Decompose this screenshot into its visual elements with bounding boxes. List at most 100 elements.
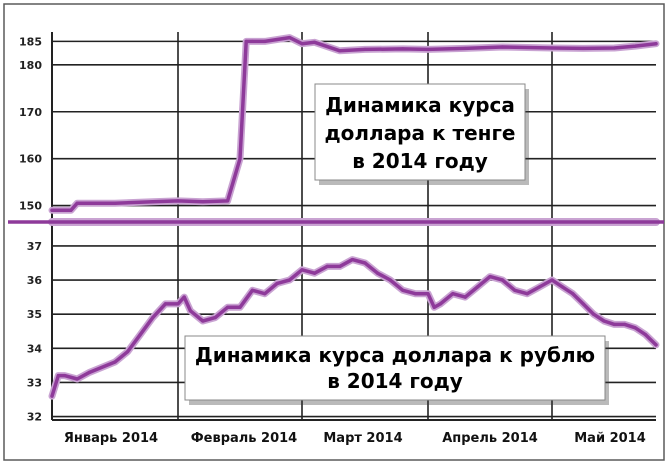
data-point: [338, 264, 342, 268]
data-point: [151, 316, 155, 320]
y-tick-label: 33: [27, 376, 42, 389]
data-point: [500, 45, 504, 49]
data-point: [88, 370, 92, 374]
kzt-chart-title-line: доллара к тенге: [325, 121, 516, 145]
y-tick-label: 32: [27, 411, 42, 424]
data-point: [163, 302, 167, 306]
data-point: [69, 208, 73, 212]
data-point: [426, 47, 430, 52]
data-point: [75, 377, 79, 381]
y-tick-label: 160: [19, 153, 42, 166]
data-point: [654, 42, 658, 46]
data-point: [50, 208, 54, 212]
data-point: [325, 264, 329, 268]
data-point: [201, 319, 205, 323]
data-point: [644, 333, 648, 337]
data-point: [300, 42, 304, 46]
data-point: [350, 258, 354, 262]
data-point: [388, 278, 392, 282]
data-point: [538, 285, 542, 289]
data-point: [413, 292, 417, 296]
data-point: [263, 292, 267, 296]
data-point: [571, 292, 575, 296]
data-point: [363, 261, 367, 265]
data-point: [612, 322, 617, 326]
data-point: [451, 292, 455, 296]
data-point: [75, 201, 79, 205]
data-point: [363, 47, 367, 52]
data-point: [426, 292, 430, 296]
data-point: [550, 278, 554, 282]
data-point: [238, 305, 242, 309]
kzt-chart-title-box: [314, 83, 526, 181]
kzt-chart-title-line: в 2014 году: [352, 149, 488, 173]
data-point: [138, 333, 142, 337]
data-point: [463, 295, 467, 299]
data-point: [113, 360, 117, 364]
data-point: [126, 350, 130, 354]
x-tick-label: Март 2014: [323, 431, 402, 446]
rub-chart-title-line: в 2014 году: [327, 369, 463, 393]
data-point: [476, 285, 480, 289]
data-point: [88, 201, 92, 205]
data-point: [244, 39, 248, 44]
data-point: [113, 201, 117, 205]
y-tick-label: 170: [19, 106, 42, 119]
data-point: [401, 288, 405, 292]
y-tick-label: 150: [19, 200, 42, 213]
data-point: [581, 302, 585, 306]
rub-chart-title-line: Динамика курса доллара к рублю: [195, 343, 595, 367]
data-point: [288, 36, 292, 40]
data-point: [250, 288, 254, 292]
data-point: [50, 394, 54, 398]
data-point: [633, 44, 637, 48]
data-point: [226, 199, 230, 203]
y-tick-label: 180: [19, 59, 42, 72]
data-point: [438, 302, 442, 306]
y-tick-label: 36: [27, 274, 43, 287]
y-tick-label: 34: [27, 342, 43, 355]
y-tick-label: 37: [27, 240, 42, 253]
data-point: [151, 200, 155, 204]
data-point: [313, 40, 317, 44]
data-point: [612, 46, 617, 50]
x-tick-label: Февраль 2014: [191, 431, 297, 446]
data-point: [176, 199, 180, 203]
data-point: [213, 316, 217, 320]
data-point: [226, 305, 230, 309]
data-point: [623, 322, 627, 326]
data-point: [488, 275, 492, 279]
data-point: [654, 343, 658, 347]
y-tick-label: 185: [19, 35, 42, 48]
figure-frame: [3, 3, 665, 461]
data-point: [463, 46, 467, 51]
data-point: [550, 46, 554, 50]
data-point: [500, 278, 504, 282]
data-point: [56, 374, 60, 378]
data-point: [602, 319, 606, 323]
x-tick-label: Май 2014: [574, 431, 646, 446]
data-point: [592, 312, 596, 316]
data-point: [313, 271, 317, 275]
data-point: [525, 292, 529, 296]
data-point: [176, 302, 180, 306]
data-point: [250, 39, 254, 44]
data-point: [201, 200, 205, 204]
data-point: [188, 309, 192, 313]
x-tick-label: Январь 2014: [64, 431, 158, 446]
x-tick-label: Апрель 2014: [442, 431, 538, 446]
data-point: [401, 47, 405, 51]
kzt-chart-title-line: Динамика курса: [325, 93, 515, 117]
data-point: [300, 268, 304, 272]
data-point: [182, 295, 186, 299]
data-point: [338, 49, 342, 53]
data-point: [275, 281, 279, 285]
data-point: [63, 374, 67, 378]
y-tick-label: 35: [27, 308, 42, 321]
data-point: [633, 326, 637, 330]
data-point: [238, 157, 242, 161]
data-point: [560, 285, 565, 289]
data-point: [263, 39, 267, 44]
data-point: [581, 46, 585, 51]
